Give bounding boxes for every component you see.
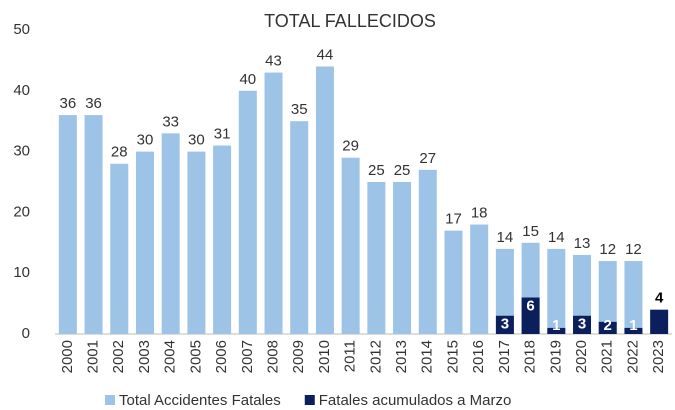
x-tick-label: 2009 xyxy=(290,340,307,373)
bar xyxy=(418,169,437,334)
legend-label: Fatales acumulados a Marzo xyxy=(319,392,512,409)
bar xyxy=(573,315,592,334)
data-label: 31 xyxy=(214,125,231,142)
x-tick-label: 2014 xyxy=(419,340,436,373)
data-label: 3 xyxy=(578,316,586,333)
y-tick-label: 50 xyxy=(13,21,30,38)
bar xyxy=(58,115,77,335)
bar xyxy=(84,115,103,335)
data-label: 4 xyxy=(655,290,664,307)
data-label: 14 xyxy=(497,229,514,246)
data-label: 2 xyxy=(604,317,612,334)
bar xyxy=(547,248,566,334)
x-tick-label: 2007 xyxy=(239,340,256,373)
x-tick-label: 2010 xyxy=(316,340,333,373)
data-label: 28 xyxy=(111,144,128,161)
bar xyxy=(367,182,386,334)
data-label: 33 xyxy=(162,113,179,130)
x-tick-label: 2003 xyxy=(136,340,153,373)
data-label: 1 xyxy=(552,317,560,334)
data-label: 29 xyxy=(342,138,359,155)
data-label: 3 xyxy=(501,316,509,333)
x-tick-label: 2021 xyxy=(599,340,616,373)
data-label: 14 xyxy=(548,229,565,246)
data-label: 12 xyxy=(599,241,616,258)
bar xyxy=(161,133,180,334)
x-tick-label: 2016 xyxy=(470,340,487,373)
bar xyxy=(213,145,232,334)
bar xyxy=(624,327,643,334)
data-label: 36 xyxy=(60,95,77,112)
data-label: 35 xyxy=(291,101,308,118)
bar xyxy=(135,151,154,334)
bar xyxy=(470,224,489,334)
x-tick-label: 2015 xyxy=(444,340,461,373)
bar xyxy=(187,151,206,334)
data-label: 30 xyxy=(137,132,154,149)
bar xyxy=(290,121,309,334)
x-tick-label: 2022 xyxy=(624,340,641,373)
bar xyxy=(393,182,412,334)
bar xyxy=(650,309,669,334)
y-tick-label: 0 xyxy=(22,325,30,342)
data-label: 27 xyxy=(419,150,436,167)
y-tick-label: 40 xyxy=(13,82,30,99)
x-tick-label: 2005 xyxy=(187,340,204,373)
bar xyxy=(315,66,334,334)
chart-title: TOTAL FALLECIDOS xyxy=(264,11,436,31)
data-label: 44 xyxy=(317,46,334,63)
y-tick-label: 30 xyxy=(13,143,30,160)
x-tick-label: 2011 xyxy=(342,340,359,372)
legend-label: Total Accidentes Fatales xyxy=(119,392,281,409)
data-label: 40 xyxy=(239,71,256,88)
data-label: 13 xyxy=(574,235,591,252)
data-label: 43 xyxy=(265,53,282,70)
x-tick-label: 2006 xyxy=(213,340,230,373)
bar xyxy=(521,297,540,334)
bar xyxy=(624,261,643,334)
data-label: 15 xyxy=(522,223,539,240)
bar xyxy=(547,327,566,334)
x-tick-label: 2023 xyxy=(650,340,667,373)
x-tick-label: 2008 xyxy=(264,340,281,373)
x-tick-label: 2012 xyxy=(367,340,384,373)
bar xyxy=(238,90,257,334)
data-label: 1 xyxy=(629,317,637,334)
legend-swatch xyxy=(304,395,315,405)
bar xyxy=(495,315,514,334)
y-tick-label: 20 xyxy=(13,203,30,220)
legend-swatch xyxy=(105,395,115,405)
x-tick-label: 2019 xyxy=(547,340,564,373)
data-label: 18 xyxy=(471,205,488,222)
data-label: 25 xyxy=(394,162,411,179)
data-label: 12 xyxy=(625,241,642,258)
x-tick-label: 2002 xyxy=(110,340,127,373)
y-tick-label: 10 xyxy=(13,264,30,281)
bar xyxy=(598,321,617,334)
data-label: 25 xyxy=(368,162,385,179)
x-tick-label: 2004 xyxy=(162,340,179,373)
bar xyxy=(573,254,592,334)
bar xyxy=(110,163,129,334)
data-label: 6 xyxy=(526,297,534,314)
data-label: 17 xyxy=(445,211,462,228)
x-tick-label: 2001 xyxy=(85,340,102,373)
bar xyxy=(444,230,463,334)
data-label: 30 xyxy=(188,132,205,149)
bar xyxy=(264,72,283,334)
bar xyxy=(495,248,514,334)
x-tick-label: 2000 xyxy=(59,340,76,373)
bar xyxy=(598,261,617,334)
x-tick-label: 2013 xyxy=(393,340,410,373)
x-tick-label: 2018 xyxy=(522,340,539,373)
bar xyxy=(341,157,360,334)
x-tick-label: 2020 xyxy=(573,340,590,373)
data-label: 36 xyxy=(85,95,102,112)
x-tick-label: 2017 xyxy=(496,340,513,373)
